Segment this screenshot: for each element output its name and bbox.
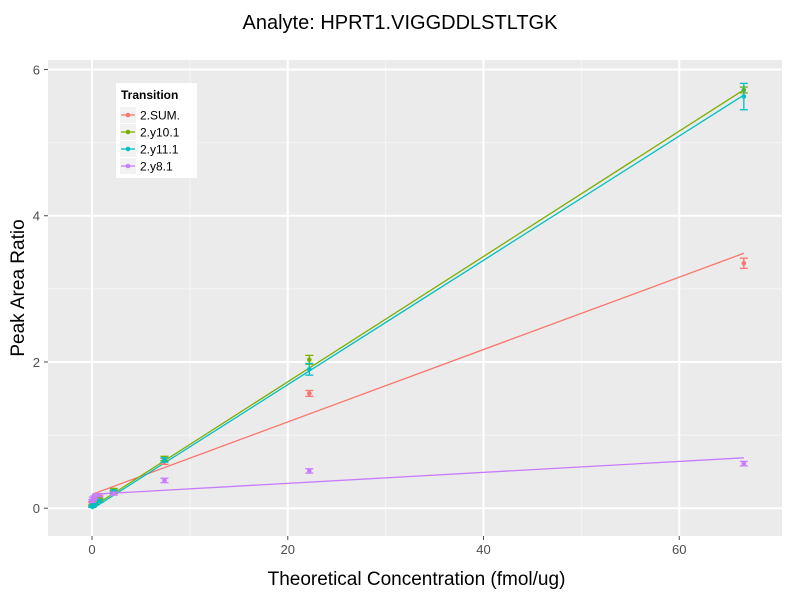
data-point-2-y8-1 bbox=[307, 468, 312, 474]
legend-key-point bbox=[125, 129, 131, 135]
data-point-2-y10-1 bbox=[307, 357, 312, 363]
x-axis-label: Theoretical Concentration (fmol/ug) bbox=[267, 569, 566, 590]
fit-line-2-y10-1 bbox=[91, 89, 745, 508]
data-point-2-y8-1 bbox=[162, 478, 167, 483]
legend-key-point bbox=[125, 112, 131, 118]
legend-key-point bbox=[125, 146, 131, 152]
fit-line-2-y11-1 bbox=[91, 94, 745, 510]
legend-item-label: 2.SUM. bbox=[140, 109, 180, 123]
data-point-2-y11-1 bbox=[741, 94, 747, 99]
y-axis-label: Peak Area Ratio bbox=[8, 219, 29, 357]
data-point-2-y11-1 bbox=[307, 366, 312, 372]
y-tick-label: 4 bbox=[33, 209, 40, 224]
chart-title: Analyte: HPRT1.VIGGDDLSTLTGK bbox=[242, 12, 558, 34]
data-point-2-SUM- bbox=[741, 260, 747, 266]
data-point-2-y8-1 bbox=[92, 494, 97, 500]
y-tick-label: 2 bbox=[33, 355, 40, 370]
y-tick-label: 0 bbox=[33, 501, 40, 516]
fit-line-2-SUM- bbox=[91, 252, 745, 495]
data-point-2-y8-1 bbox=[96, 492, 102, 498]
x-tick-label: 20 bbox=[281, 542, 295, 557]
legend-key-point bbox=[125, 163, 131, 169]
data-point-2-y11-1 bbox=[162, 457, 167, 463]
x-tick-label: 40 bbox=[476, 542, 490, 557]
x-tick-label: 60 bbox=[672, 542, 686, 557]
legend-title: Transition bbox=[121, 88, 178, 102]
legend-item-label: 2.y10.1 bbox=[140, 126, 180, 140]
fit-line-2-y8-1 bbox=[92, 457, 744, 495]
x-tick-label: 0 bbox=[88, 542, 95, 557]
legend-item-label: 2.y11.1 bbox=[140, 143, 179, 157]
data-point-2-y8-1 bbox=[741, 461, 747, 466]
data-point-2-y8-1 bbox=[111, 491, 117, 496]
y-tick-label: 6 bbox=[33, 63, 40, 78]
data-point-2-y11-1 bbox=[96, 498, 102, 504]
data-point-2-SUM- bbox=[307, 391, 312, 396]
legend-item-label: 2.y8.1 bbox=[140, 160, 173, 174]
data-point-2-y11-1 bbox=[92, 502, 97, 507]
